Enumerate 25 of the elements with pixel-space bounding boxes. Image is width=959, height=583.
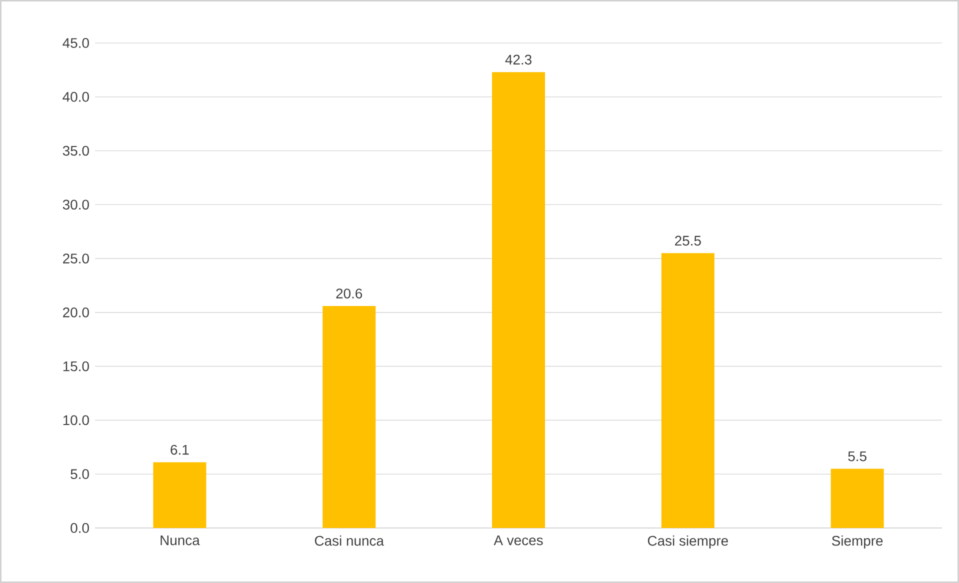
data-label: 6.1 bbox=[170, 444, 189, 455]
y-tick-label: 35.0 bbox=[62, 146, 89, 156]
x-tick-label: Nunca bbox=[160, 536, 200, 546]
y-tick-label: 45.0 bbox=[62, 38, 89, 48]
x-tick-label: Casi siempre bbox=[648, 536, 728, 548]
bar bbox=[492, 72, 546, 528]
bar bbox=[830, 468, 884, 528]
data-label: 20.6 bbox=[336, 288, 362, 298]
bar bbox=[661, 253, 714, 528]
data-label: 25.5 bbox=[675, 236, 701, 246]
bar bbox=[322, 306, 376, 528]
x-tick-label: Siempre bbox=[832, 536, 883, 548]
y-tick-label: 40.0 bbox=[62, 92, 89, 102]
y-tick-label: 15.0 bbox=[63, 361, 89, 372]
y-tick-label: 25.0 bbox=[63, 254, 89, 264]
data-label: 5.5 bbox=[848, 451, 866, 462]
y-tick-label: 30.0 bbox=[62, 200, 89, 210]
y-tick-label: 0.0 bbox=[70, 523, 89, 533]
x-tick-label: Casi nunca bbox=[314, 536, 384, 546]
data-label: 42.3 bbox=[505, 54, 532, 65]
x-tick-label: A veces bbox=[494, 536, 543, 546]
y-tick-label: 20.0 bbox=[63, 307, 89, 318]
bar bbox=[153, 462, 206, 528]
y-tick-label: 10.0 bbox=[63, 415, 89, 426]
y-tick-label: 5.0 bbox=[70, 469, 89, 480]
